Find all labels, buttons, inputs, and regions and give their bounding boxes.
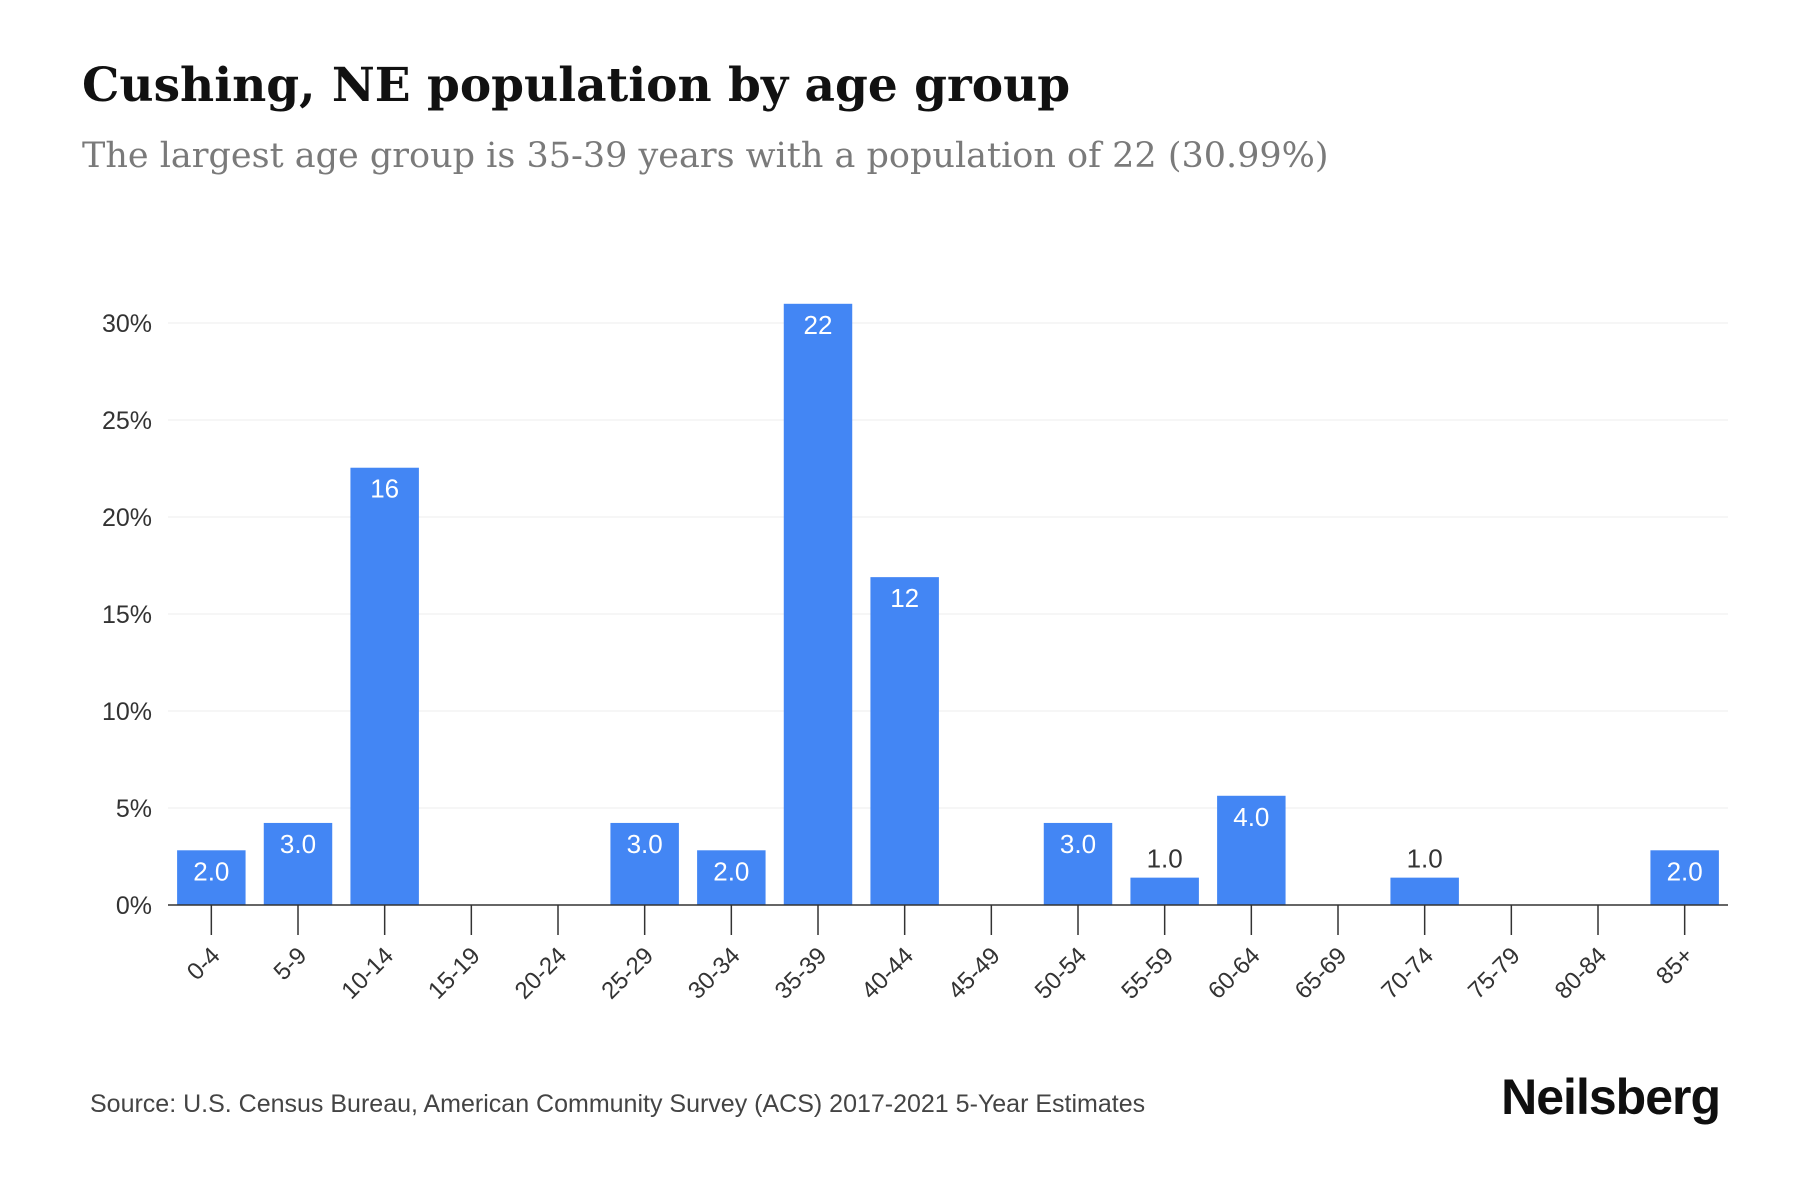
x-tick-label: 35-39 (770, 942, 833, 1005)
bar (783, 303, 853, 905)
data-label: 2.0 (1667, 856, 1703, 886)
x-tick-label: 70-74 (1376, 942, 1439, 1005)
x-tick-label: 65-69 (1290, 942, 1353, 1005)
x-tick-label: 25-29 (596, 942, 659, 1005)
x-tick-label: 0-4 (182, 942, 226, 986)
bar (1043, 822, 1113, 905)
x-tick-label: 10-14 (336, 942, 399, 1005)
x-tick-label: 50-54 (1030, 942, 1093, 1005)
y-tick-label: 20% (102, 504, 152, 532)
bar (177, 850, 246, 905)
grid-lines (168, 322, 1728, 809)
y-tick-label: 15% (102, 601, 152, 629)
bar (697, 850, 766, 905)
x-tick-label: 30-34 (683, 942, 746, 1005)
data-labels: 2.0 3.0 16 3.0 2.0 22 12 3.0 1.0 4.0 1.0 2.0 (193, 310, 1702, 886)
x-tick-label: 20-24 (510, 942, 573, 1005)
y-tick-label: 25% (102, 407, 152, 435)
data-label: 3.0 (280, 829, 316, 859)
data-label: 3.0 (1060, 829, 1096, 859)
data-label: 16 (370, 474, 399, 504)
data-label: 1.0 (1147, 844, 1183, 874)
x-tick-label: 40-44 (856, 942, 919, 1005)
x-tick-label: 85+ (1651, 942, 1699, 990)
chart-subtitle: The largest age group is 35-39 years wit… (82, 136, 1329, 176)
bar (870, 577, 939, 905)
x-tick-label: 55-59 (1116, 942, 1179, 1005)
data-label: 3.0 (627, 829, 663, 859)
data-label: 2.0 (713, 856, 749, 886)
x-tick-label: 60-64 (1203, 942, 1266, 1005)
bar (1217, 795, 1286, 905)
data-label: 22 (804, 310, 833, 340)
y-tick-label: 30% (102, 310, 152, 338)
data-label: 12 (890, 583, 919, 613)
x-tick-label: 45-49 (943, 942, 1006, 1005)
bar (610, 822, 679, 905)
x-tick-label: 5-9 (269, 942, 313, 986)
data-label: 2.0 (193, 856, 229, 886)
bar (1390, 877, 1459, 905)
y-tick-label: 0% (116, 892, 152, 920)
data-label: 4.0 (1233, 802, 1269, 832)
bar (263, 822, 333, 905)
bars (177, 303, 1719, 905)
bar (1130, 877, 1199, 905)
brand-logo: Neilsberg (1501, 1069, 1721, 1125)
y-tick-label: 10% (102, 698, 152, 726)
bar (1650, 850, 1719, 905)
data-label: 1.0 (1407, 844, 1443, 874)
bar (350, 467, 419, 905)
chart-title: Cushing, NE population by age group (82, 58, 1071, 113)
x-tick-label: 15-19 (423, 942, 486, 1005)
x-tick-label: 75-79 (1463, 942, 1526, 1005)
x-tick-label: 80-84 (1550, 942, 1613, 1005)
source-note: Source: U.S. Census Bureau, American Com… (90, 1090, 1146, 1118)
y-tick-label: 5% (116, 795, 152, 823)
